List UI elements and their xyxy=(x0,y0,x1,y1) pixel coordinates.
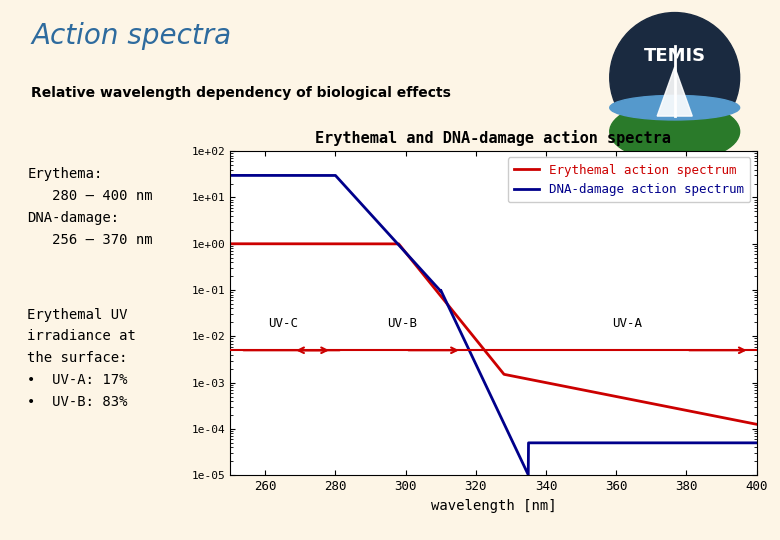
Polygon shape xyxy=(658,67,693,116)
Ellipse shape xyxy=(610,96,739,120)
Erythemal action spectrum xyxy=(736,418,746,424)
Ellipse shape xyxy=(610,12,739,143)
Legend: Erythemal action spectrum, DNA-damage action spectrum: Erythemal action spectrum, DNA-damage ac… xyxy=(508,158,750,202)
DNA-damage action spectrum xyxy=(752,440,761,446)
DNA-damage action spectrum xyxy=(252,172,261,179)
DNA-damage action spectrum xyxy=(225,172,235,179)
DNA-damage action spectrum xyxy=(523,471,533,478)
Erythemal action spectrum xyxy=(640,399,649,406)
Line: DNA-damage action spectrum: DNA-damage action spectrum xyxy=(230,176,757,475)
X-axis label: wavelength [nm]: wavelength [nm] xyxy=(431,498,556,512)
DNA-damage action spectrum xyxy=(736,440,746,446)
Text: UV-C: UV-C xyxy=(268,316,298,329)
Text: UV-B: UV-B xyxy=(387,316,417,329)
Erythemal action spectrum xyxy=(752,421,761,428)
Erythemal action spectrum xyxy=(736,418,746,424)
Text: UV-A: UV-A xyxy=(612,316,642,329)
Ellipse shape xyxy=(610,102,739,161)
Line: Erythemal action spectrum: Erythemal action spectrum xyxy=(230,244,757,424)
Erythemal action spectrum xyxy=(225,240,235,247)
DNA-damage action spectrum xyxy=(481,383,491,389)
Erythemal action spectrum xyxy=(467,332,477,338)
Text: Erythema:
   280 – 400 nm
DNA-damage:
   256 – 370 nm: Erythema: 280 – 400 nm DNA-damage: 256 –… xyxy=(27,167,153,246)
Erythemal action spectrum xyxy=(481,349,491,355)
Text: Action spectra: Action spectra xyxy=(31,22,232,50)
DNA-damage action spectrum xyxy=(640,440,650,446)
Text: Relative wavelength dependency of biological effects: Relative wavelength dependency of biolog… xyxy=(31,86,451,100)
DNA-damage action spectrum xyxy=(737,440,746,446)
Text: Erythemal UV
irradiance at
the surface:
•  UV-A: 17%
•  UV-B: 83%: Erythemal UV irradiance at the surface: … xyxy=(27,308,136,409)
Erythemal action spectrum xyxy=(252,240,261,247)
DNA-damage action spectrum xyxy=(467,353,477,360)
Text: TEMIS: TEMIS xyxy=(644,48,706,65)
Title: Erythemal and DNA-damage action spectra: Erythemal and DNA-damage action spectra xyxy=(315,130,672,146)
